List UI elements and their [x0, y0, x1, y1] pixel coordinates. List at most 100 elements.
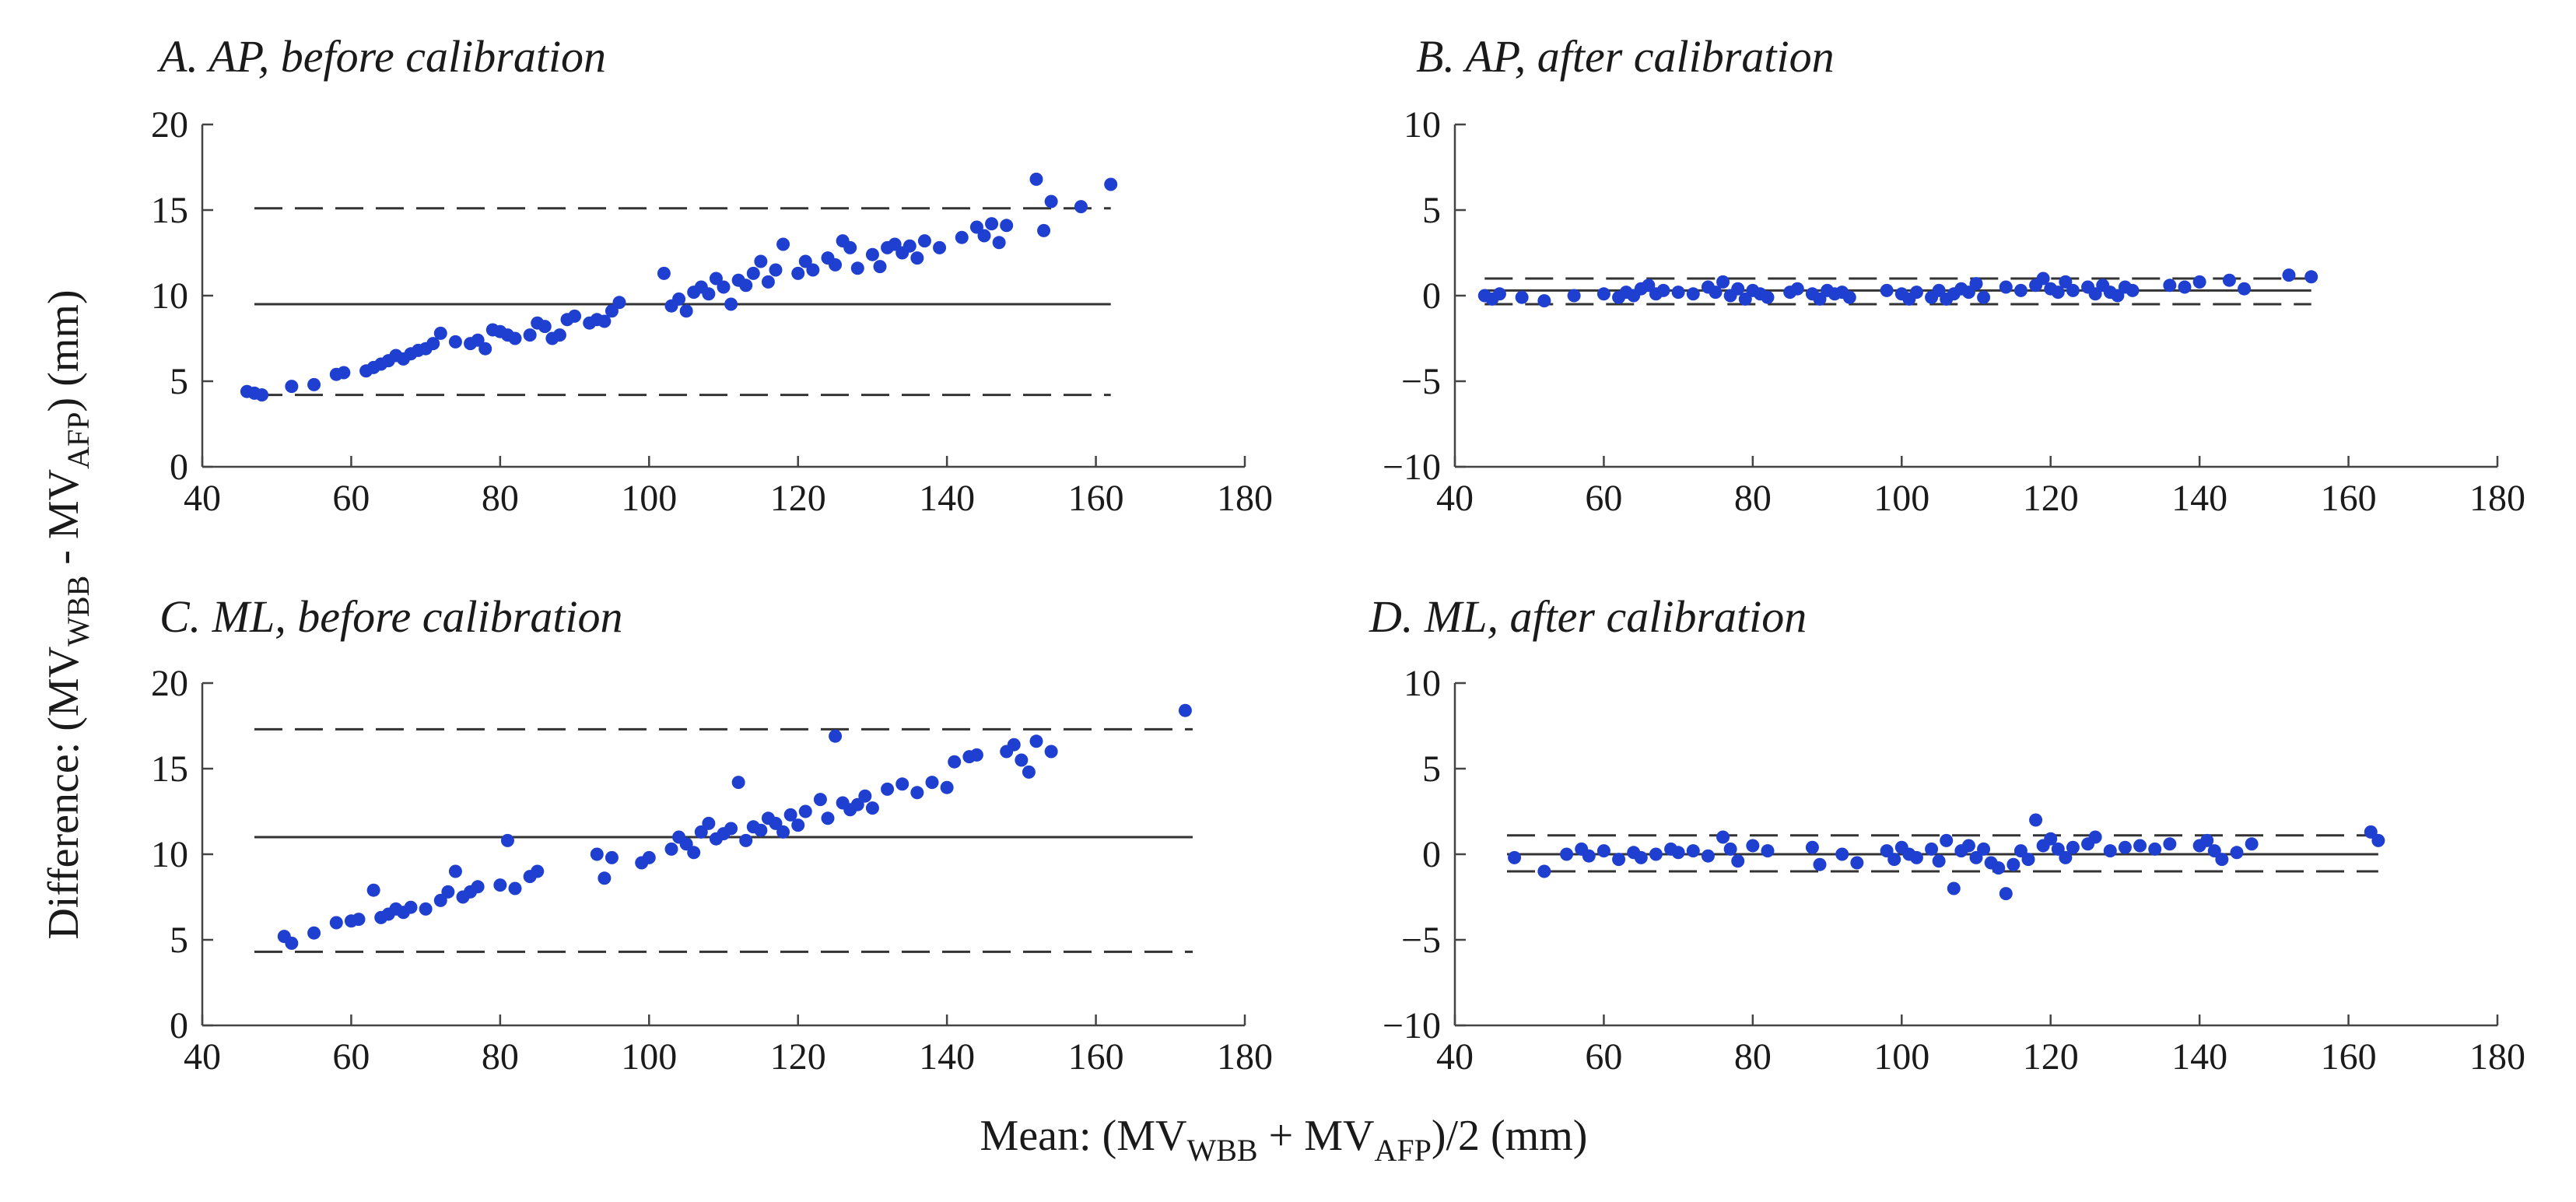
data-point [717, 280, 731, 294]
panel-a-title: A. AP, before calibration [156, 31, 606, 82]
data-point [2088, 287, 2102, 301]
panel-b-plot: 40 60 80 100 120 140 160 180 −10 −5 0 5 10 [1383, 104, 2525, 519]
data-point [1961, 286, 1975, 300]
data-point [531, 864, 545, 878]
data-point [500, 833, 514, 847]
data-point [888, 237, 902, 251]
data-point [1932, 283, 1946, 297]
x-tick-label: 100 [621, 1036, 677, 1078]
data-point [1992, 861, 2006, 875]
y-tick-label: 0 [1422, 834, 1441, 875]
x-axis-label: Mean: (MVWBB + MVAFP)/2 (mm) [980, 1112, 1588, 1168]
x-tick-label: 120 [2023, 1036, 2079, 1078]
data-point [1731, 282, 1745, 296]
panel-d-plot: 40 60 80 100 120 140 160 180 −10 −5 0 5 10 [1383, 663, 2525, 1078]
data-point [2044, 832, 2058, 846]
data-point [798, 254, 812, 268]
data-point [709, 272, 723, 286]
data-point [813, 793, 827, 807]
data-point [1999, 280, 2013, 294]
data-point [1007, 738, 1021, 752]
data-point [329, 916, 343, 930]
data-point [1716, 275, 1730, 289]
data-point [2371, 833, 2385, 847]
data-point [933, 240, 947, 254]
panel-c-title: C. ML, before calibration [159, 591, 623, 642]
x-tick-label: 40 [1436, 478, 1474, 519]
data-point [1790, 282, 1804, 296]
data-point [1925, 842, 1939, 856]
y-tick-label: 15 [151, 190, 188, 231]
x-tick-label: 60 [1585, 1036, 1622, 1078]
data-point [776, 237, 790, 251]
data-point [969, 220, 983, 234]
data-point [2245, 837, 2259, 851]
data-point [441, 885, 455, 899]
data-point [917, 234, 931, 248]
data-point [1709, 286, 1723, 300]
data-point [448, 864, 462, 878]
data-point [694, 825, 708, 839]
data-point [1686, 287, 1700, 301]
y-tick-label: 0 [170, 447, 188, 488]
data-point [806, 263, 820, 277]
panel-a: A. AP, before calibration 40 60 80 100 120 14… [151, 31, 1273, 519]
data-point [910, 786, 924, 800]
data-point [1508, 850, 1522, 864]
data-point [724, 822, 738, 836]
data-point [754, 823, 768, 837]
data-point [829, 729, 843, 743]
data-point [769, 816, 783, 830]
data-point [1037, 223, 1051, 237]
data-point [746, 266, 760, 280]
data-point [508, 881, 522, 895]
x-tick-label: 160 [2321, 1036, 2377, 1078]
data-point [1909, 286, 1923, 300]
data-point [2051, 842, 2065, 856]
data-point [2118, 840, 2132, 854]
data-point [1999, 887, 2013, 901]
y-tick-label: 10 [1404, 104, 1441, 145]
data-point [687, 846, 701, 860]
data-point [739, 279, 753, 293]
data-point [664, 842, 678, 856]
data-point [538, 320, 552, 334]
data-point [1000, 219, 1014, 233]
data-point [783, 808, 797, 822]
data-point [419, 902, 433, 916]
data-point [702, 287, 716, 301]
data-point [1178, 703, 1192, 717]
data-point [2013, 844, 2028, 858]
data-point [2059, 275, 2073, 289]
panel-c-plot: 40 60 80 100 120 140 160 180 0 5 10 15 20 [151, 663, 1273, 1078]
x-tick-label: 80 [1734, 478, 1772, 519]
y-tick-label: 5 [1422, 190, 1441, 231]
data-point [776, 825, 790, 839]
data-point [1716, 830, 1730, 844]
y-tick-label: 0 [1422, 275, 1441, 317]
data-point [1596, 287, 1610, 301]
data-point [2238, 282, 2252, 296]
data-point [1738, 292, 1752, 306]
data-point [612, 296, 626, 310]
x-tick-label: 180 [1217, 1036, 1273, 1078]
panel-d: D. ML, after calibration 40 60 80 100 120 140… [1369, 591, 2525, 1078]
data-point [1977, 842, 1991, 856]
data-point [761, 275, 775, 289]
y-tick-label: 0 [170, 1005, 188, 1046]
data-point [568, 309, 582, 323]
panel-b-title: B. AP, after calibration [1416, 31, 1835, 82]
data-point [1656, 283, 1670, 297]
y-tick-label: 10 [1404, 663, 1441, 704]
data-point [2230, 846, 2244, 860]
data-point [2282, 268, 2296, 282]
data-point [2200, 833, 2214, 847]
data-point [1044, 194, 1058, 209]
x-tick-label: 40 [1436, 1036, 1474, 1078]
data-point [1537, 294, 1551, 308]
data-point [2304, 270, 2318, 284]
data-point [1761, 844, 1775, 858]
y-axis-label: Difference: (MVWBB - MVAFP) (mm) [40, 289, 96, 939]
data-point [724, 297, 738, 311]
x-tick-label: 120 [770, 1036, 826, 1078]
